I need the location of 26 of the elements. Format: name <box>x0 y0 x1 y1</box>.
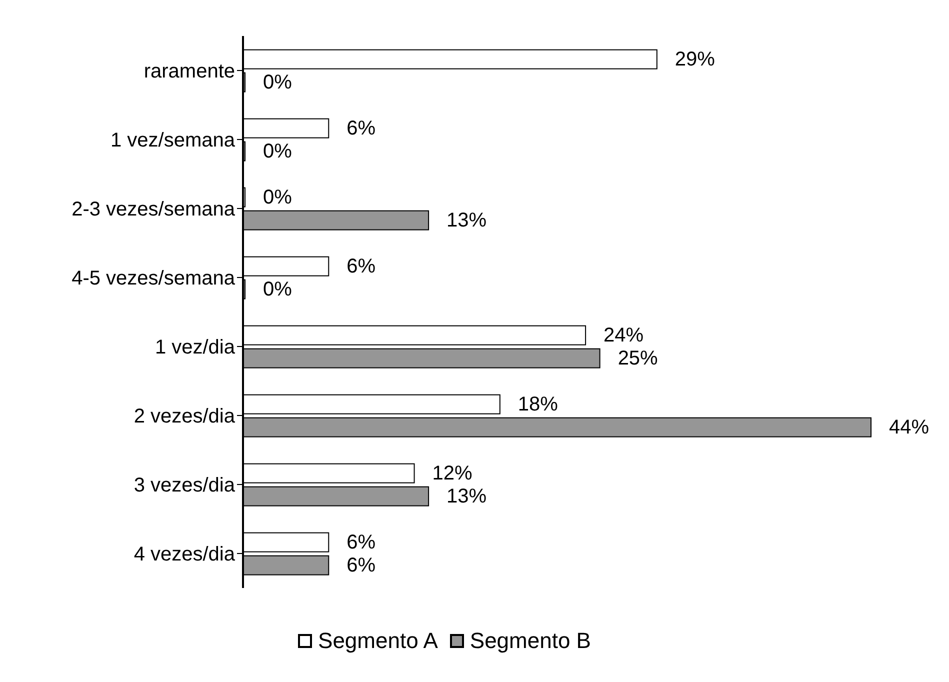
y-tick-label: 2 vezes/dia <box>134 406 236 428</box>
data-label: 6% <box>346 554 376 576</box>
data-label: 0% <box>263 71 292 94</box>
data-label: 25% <box>618 347 658 370</box>
data-label: 0% <box>263 278 292 300</box>
legend-label: Segmento A <box>318 628 438 654</box>
data-label: 6% <box>346 531 376 554</box>
y-tick-label: 1 vez/dia <box>154 336 236 359</box>
data-label: 29% <box>674 48 716 70</box>
data-label: 44% <box>889 416 930 438</box>
data-label: 6% <box>346 117 376 140</box>
data-label: 13% <box>446 209 487 232</box>
data-label: 18% <box>518 393 558 416</box>
legend-label: Segmento B <box>470 628 591 654</box>
y-tick-label: 3 vezes/dia <box>134 474 236 497</box>
data-label: 13% <box>446 485 487 508</box>
data-label: 12% <box>432 462 473 484</box>
y-tick-label: 4 vezes/dia <box>134 544 236 566</box>
y-tick-label: raramente <box>144 60 235 83</box>
y-tick-label: 2-3 vezes/semana <box>72 198 236 221</box>
data-label: 0% <box>263 186 292 208</box>
y-tick-label: 4-5 vezes/semana <box>72 268 236 290</box>
data-label: 24% <box>604 324 644 346</box>
y-tick-label: 1 vez/semana <box>110 130 236 152</box>
data-label: 0% <box>263 140 292 162</box>
data-label: 6% <box>346 255 376 278</box>
